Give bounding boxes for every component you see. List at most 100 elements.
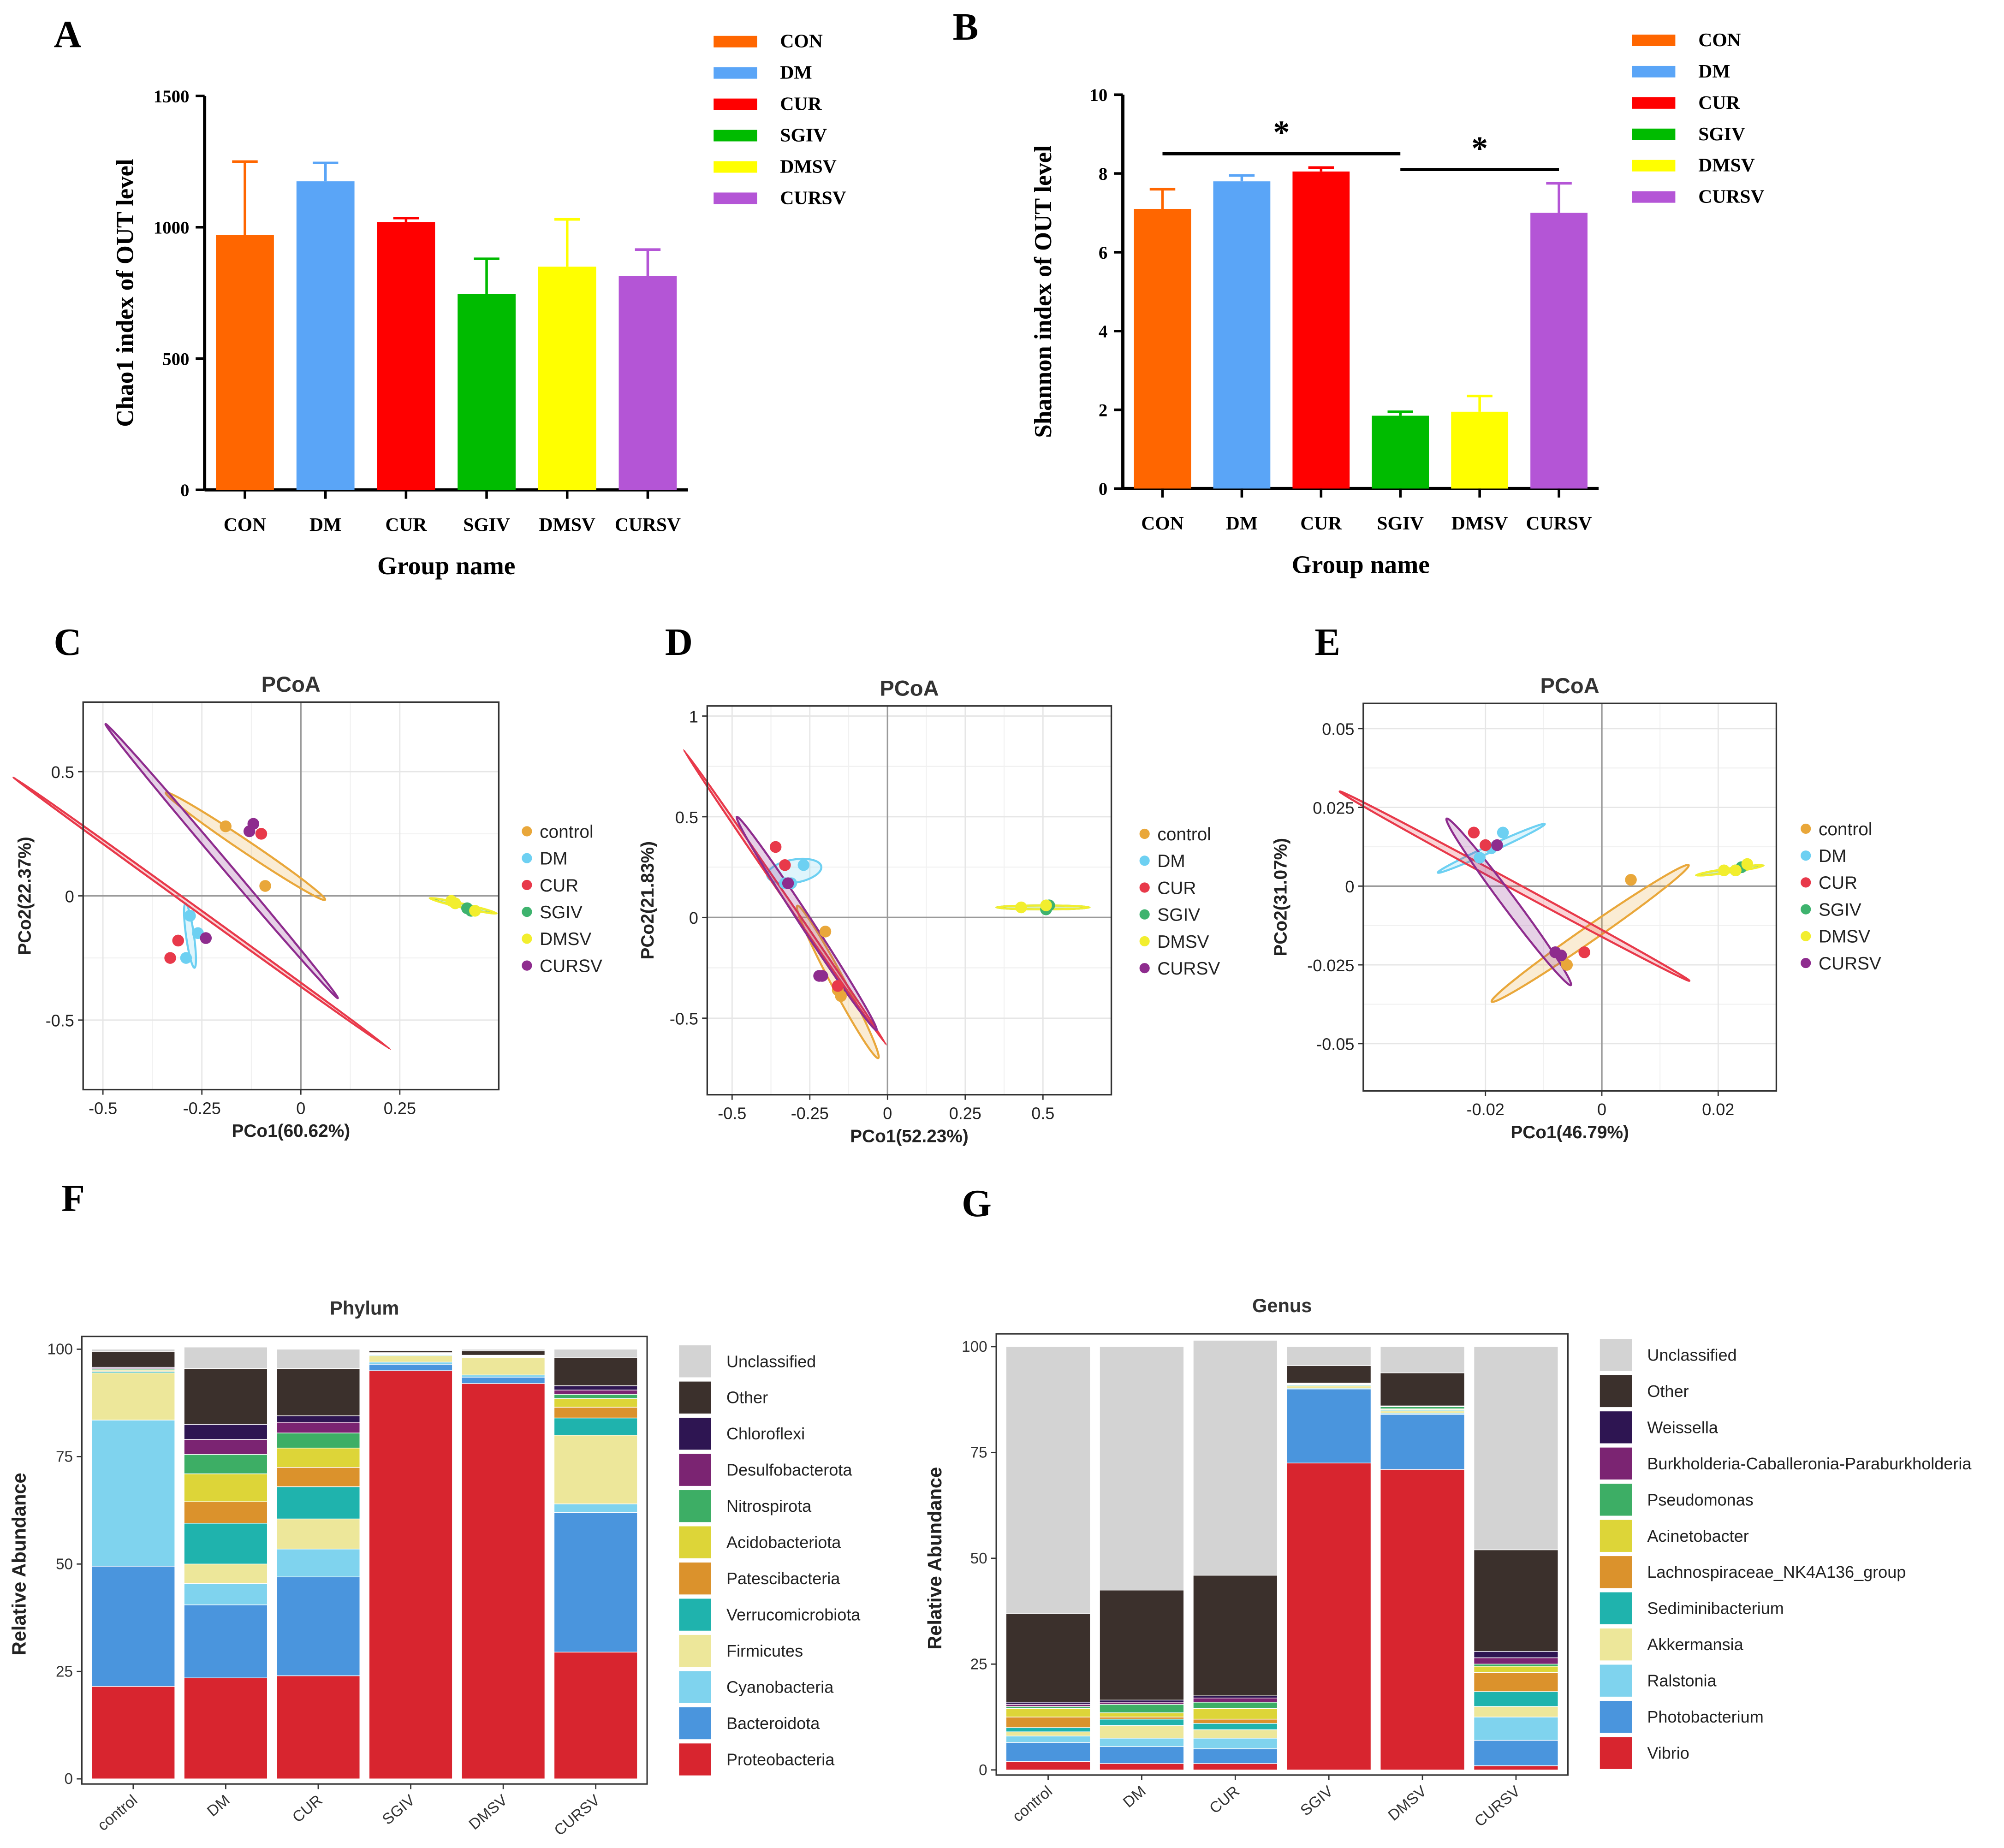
legend-swatch-sgiv (1632, 128, 1676, 140)
stack-dmsv-proteobacteria (461, 1383, 546, 1779)
stack-cur-desulfobacterota (276, 1422, 360, 1433)
legend-swatch-verrucomicrobiota (679, 1598, 711, 1631)
bar-sgiv (458, 294, 516, 490)
legend-dot-cursv (1139, 963, 1150, 974)
stack-control-firmicutes (91, 1373, 175, 1420)
point-cur (164, 952, 176, 964)
point-control (1625, 873, 1637, 886)
legend-label-sgiv: SGIV (1819, 900, 1861, 920)
stack-dm-unclassified (1099, 1346, 1184, 1591)
stack-cursv-other (1473, 1549, 1558, 1652)
legend-label-sgiv: SGIV (780, 125, 827, 146)
panel-label-g: G (962, 1182, 992, 1224)
y-tick-label: 1 (689, 707, 698, 726)
pcoa-chart-e: -0.02 0 0.02 -0.05 -0.025 0 0.025 0.05 PCoA PCo1(… (1271, 673, 1881, 1142)
stack-cursv-unclassified (1473, 1346, 1558, 1551)
legend-swatch-dm (714, 67, 757, 79)
stack-cursv-bacteroidota (553, 1512, 638, 1652)
bar-cursv (1530, 213, 1588, 489)
y-tick-label: 0 (1345, 877, 1354, 896)
panel-label-c: C (54, 621, 81, 663)
point-dmsv (1718, 864, 1730, 876)
stack-sgiv-proteobacteria (369, 1370, 453, 1779)
y-tick-label: -0.5 (46, 1011, 74, 1030)
bar-cur (377, 222, 435, 490)
legend-label-other: Other (1647, 1382, 1689, 1401)
bar-con (1134, 208, 1191, 489)
y-tick-label: 0.025 (1313, 798, 1354, 817)
x-tick-label: -0.5 (718, 1104, 746, 1123)
legend-label-cur: CUR (540, 876, 578, 896)
y-tick-label: 2 (1099, 400, 1107, 420)
stack-dm-acinetobacter (1099, 1712, 1184, 1717)
legend-label-dmsv: DMSV (1157, 932, 1209, 952)
stack-cur-other (276, 1368, 360, 1416)
stack-sgiv-other (369, 1350, 453, 1353)
legend-swatch-unclassified (1600, 1339, 1632, 1371)
x-tick-label: CON (224, 514, 266, 535)
stack-control-other (1005, 1613, 1091, 1703)
legend-label-con: CON (1698, 29, 1741, 50)
legend-label-cur: CUR (780, 93, 822, 114)
stack-cur-cyanobacteria (276, 1548, 360, 1577)
y-tick-label: 25 (56, 1663, 73, 1680)
y-tick-label: -0.025 (1307, 956, 1354, 975)
bar-cursv (618, 276, 677, 490)
stack-cur-burkholderia-caballeronia-paraburkholderia (1193, 1697, 1278, 1703)
legend-swatch-lachnospiraceae-nk4a136-group (1600, 1556, 1632, 1588)
stack-control-sediminibacterium (1005, 1727, 1091, 1732)
point-cursv (200, 932, 212, 944)
legend-label-weissella: Weissella (1647, 1418, 1718, 1437)
legend-swatch-other (1600, 1375, 1632, 1408)
chart-title: PCoA (262, 672, 321, 696)
stack-dm-other (184, 1368, 268, 1425)
legend-swatch-acinetobacter (1600, 1520, 1632, 1552)
legend-label-cursv: CURSV (540, 956, 602, 976)
x-tick-label: DM (1226, 512, 1258, 534)
point-cur (1578, 946, 1590, 958)
legend-dot-sgiv (522, 907, 532, 917)
stack-cursv-lachnospiraceae-nk4a136-group (1473, 1672, 1558, 1692)
legend-swatch-cur (1632, 97, 1676, 109)
stack-control-cyanobacteria (91, 1420, 175, 1567)
stack-sgiv-vibrio (1286, 1462, 1372, 1771)
x-tick-label: 0 (883, 1104, 892, 1123)
legend-swatch-desulfobacterota (679, 1454, 711, 1486)
point-dm (1497, 826, 1509, 838)
stack-dmsv-bacteroidota (461, 1377, 546, 1384)
stack-sgiv-unclassified (369, 1349, 453, 1351)
plot-frame (706, 705, 1112, 1096)
stack-cur-proteobacteria (276, 1675, 360, 1779)
bar-con (216, 235, 274, 490)
legend-swatch-con (1632, 35, 1676, 46)
stack-cursv-verrucomicrobiota (553, 1417, 638, 1436)
ellipse-cur (1338, 790, 1691, 982)
x-tick-label: -0.25 (791, 1104, 829, 1123)
y-tick-label: 0.5 (51, 763, 74, 782)
legend-swatch-pseudomonas (1600, 1484, 1632, 1516)
ellipse-control (1490, 863, 1690, 1003)
y-axis-title: Shannon index of OUT level (1030, 145, 1057, 438)
panel-label-d: D (665, 621, 693, 663)
point-cur (1468, 826, 1480, 838)
legend-label-burkholderia-caballeronia-paraburkholderia: Burkholderia-Caballeronia-Paraburkholder… (1647, 1454, 1972, 1473)
x-tick-label: CUR (289, 1792, 326, 1826)
stack-cur-firmicutes (276, 1518, 360, 1550)
stack-cursv-akkermansia (1473, 1706, 1558, 1717)
stack-cursv-ralstonia (1473, 1717, 1558, 1741)
stack-control-akkermansia (1005, 1731, 1091, 1736)
stack-control-vibrio (1005, 1761, 1091, 1771)
x-tick-label: CON (1141, 512, 1183, 534)
panel-label-f: F (61, 1177, 85, 1219)
stack-cursv-weissella (1473, 1651, 1558, 1658)
legend-label-chloroflexi: Chloroflexi (726, 1424, 805, 1443)
bar-cur (1292, 171, 1350, 489)
x-tick-label: DMSV (1385, 1783, 1430, 1824)
stack-cur-acinetobacter (1193, 1708, 1278, 1720)
stack-dm-photobacterium (1099, 1746, 1184, 1764)
x-tick-label: SGIV (463, 514, 510, 535)
x-axis-title: PCo1(60.62%) (232, 1121, 351, 1141)
stack-control-lachnospiraceae-nk4a136-group (1005, 1717, 1091, 1728)
chart-title: PCoA (1540, 673, 1599, 698)
